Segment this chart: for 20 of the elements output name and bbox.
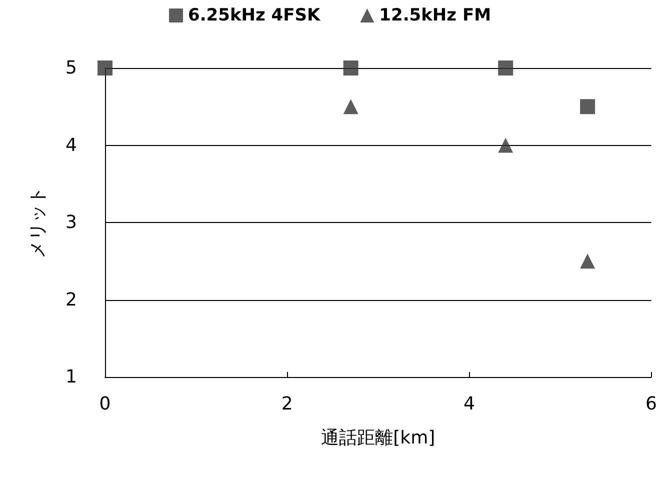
y-tick-label: 1 — [66, 366, 77, 388]
point — [498, 60, 514, 76]
point — [580, 254, 596, 269]
point — [343, 99, 358, 114]
x-tick-label: 2 — [281, 394, 293, 414]
x-axis-title: 通話距離[km] — [321, 428, 436, 448]
y-tick-label: 3 — [66, 212, 77, 233]
x-tick-label: 4 — [463, 394, 475, 414]
x-tick-label: 6 — [646, 394, 657, 414]
point — [498, 138, 514, 153]
legend-label: 12.5kHz FM — [379, 6, 491, 26]
legend-label: 6.25kHz 4FSK — [188, 6, 321, 26]
x-tick-label: 0 — [99, 394, 111, 414]
point — [580, 99, 596, 114]
y-tick-label: 5 — [66, 58, 77, 78]
y-axis-title: メリット — [28, 186, 48, 258]
point — [98, 60, 112, 76]
y-tick-label: 4 — [66, 134, 77, 156]
point — [343, 60, 358, 76]
y-tick-label: 2 — [66, 289, 77, 310]
